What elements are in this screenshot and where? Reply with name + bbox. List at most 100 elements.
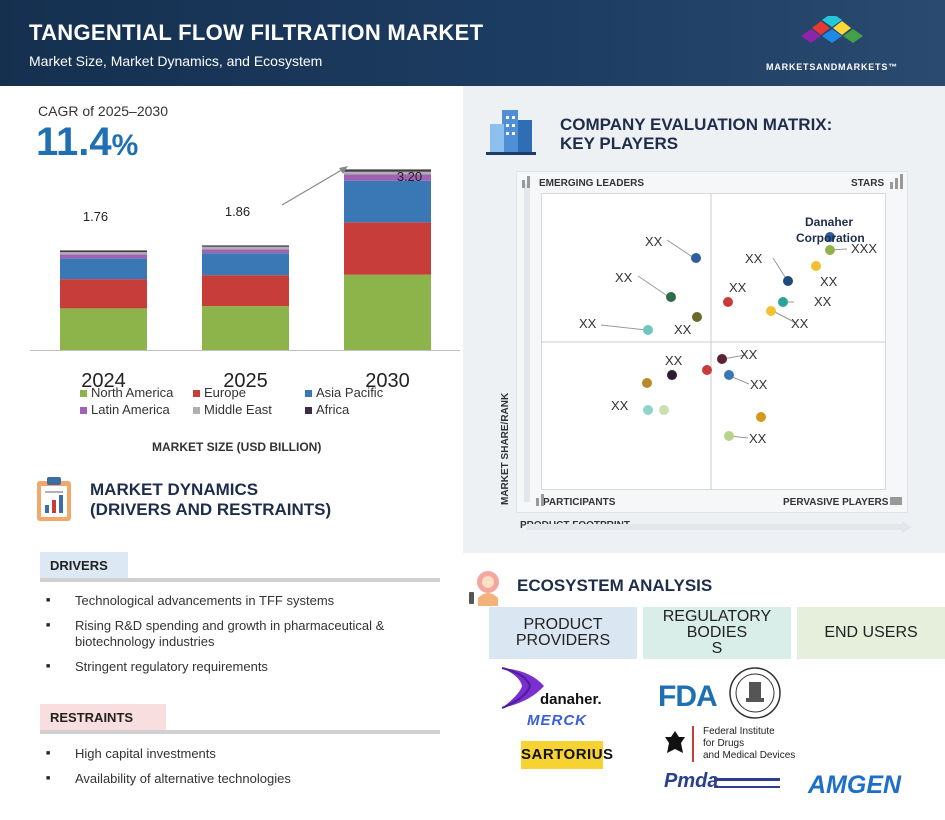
- drivers-divider: [40, 578, 440, 582]
- legend-item-north-america: North America: [80, 385, 173, 400]
- market-dynamics-title-line1: MARKET DYNAMICS: [90, 480, 259, 499]
- bar-segment: [60, 254, 147, 259]
- bar-segment: [344, 174, 431, 181]
- clipboard-chart-icon: [37, 477, 71, 521]
- bar-segment: [344, 171, 431, 175]
- german-eagle-icon: [665, 731, 685, 753]
- matrix-label: XX: [740, 347, 758, 362]
- matrix-label: XX: [750, 377, 768, 392]
- restraints-divider: [40, 730, 440, 734]
- matrix-title-line2: KEY PLAYERS: [560, 134, 679, 153]
- india-emblem-logo: [728, 666, 782, 720]
- quadrant-label-pervasive-players: PERVASIVE PLAYERS: [783, 497, 889, 508]
- company-evaluation-matrix-title: COMPANY EVALUATION MATRIX: KEY PLAYERS: [560, 115, 832, 153]
- legend-label: Latin America: [91, 402, 170, 417]
- participants-icon: [536, 494, 544, 506]
- legend-item-latin-america: Latin America: [80, 402, 170, 417]
- matrix-overlay: XX XX XX XX XX XX XX XX XX XXX XX XX XX …: [522, 174, 912, 533]
- quadrant-label-stars: STARS: [851, 178, 885, 189]
- list-item: Rising R&D spending and growth in pharma…: [46, 618, 416, 650]
- legend-item-europe: Europe: [193, 385, 246, 400]
- sartorius-logo-text: SARTORIUS: [521, 746, 614, 763]
- buildings-icon: [486, 110, 536, 155]
- drivers-tag: DRIVERS: [40, 552, 128, 580]
- cagr-value: 11.4%: [36, 120, 138, 165]
- x-axis-arrowhead: [902, 521, 912, 533]
- legend-label: North America: [91, 385, 174, 400]
- brand-name: MARKETSANDMARKETS™: [766, 62, 898, 72]
- restraints-list: High capital investments Availability of…: [46, 746, 446, 796]
- amgen-logo: AMGEN: [808, 771, 902, 799]
- legend-item-middle-east: Middle East: [193, 402, 272, 417]
- matrix-label: XX: [579, 316, 597, 331]
- x-tick-label: 2024: [81, 370, 126, 390]
- ecosystem-column-end-users: END USERS: [797, 607, 945, 659]
- bar-segment: [60, 279, 147, 309]
- bar-segment: [344, 222, 431, 275]
- bfarm-divider: [692, 726, 694, 762]
- legend-label: Middle East: [204, 402, 272, 417]
- bar-segment: [60, 308, 147, 350]
- quadrant-label-emerging-leaders: EMERGING LEADERS: [539, 178, 645, 189]
- cagr-unit: %: [111, 129, 139, 162]
- cagr-number: 11.4: [36, 120, 112, 164]
- matrix-label: XX: [611, 398, 629, 413]
- bar-segment: [202, 249, 289, 254]
- page-subtitle: Market Size, Market Dynamics, and Ecosys…: [29, 53, 323, 69]
- market-dynamics-title-line2: (DRIVERS AND RESTRAINTS): [90, 500, 332, 519]
- eco-col3-label: END USERS: [824, 624, 918, 641]
- matrix-label: XX: [814, 294, 832, 309]
- matrix-company-labels: XX XX XX XX XX XX XX XX XX XXX XX XX XX …: [579, 215, 877, 446]
- brand-cubes-icon: [801, 13, 863, 43]
- ecosystem-analysis-title: ECOSYSTEM ANALYSIS: [517, 576, 713, 595]
- matrix-label: XX: [745, 251, 763, 266]
- eco-col2-line2: BODIES: [686, 624, 748, 641]
- x-tick-label: 2025: [223, 370, 268, 390]
- sartorius-logo: SARTORIUS: [521, 741, 614, 769]
- eco-col2-line1: REGULATORY: [662, 608, 772, 625]
- bar-segment: [202, 306, 289, 350]
- bar-segment: [344, 170, 431, 172]
- ecosystem-column-product-providers: PRODUCT PROVIDERS: [489, 607, 637, 659]
- brand-logo[interactable]: MARKETSANDMARKETS™: [757, 13, 907, 72]
- bfarm-line3: and Medical Devices: [703, 750, 796, 761]
- legend-swatch: [305, 407, 312, 415]
- restraints-tag: RESTRAINTS: [40, 704, 166, 732]
- emerging-leaders-icon: [522, 176, 530, 188]
- pmda-logo-text: Pmda: [664, 770, 719, 792]
- bar-segment: [202, 253, 289, 276]
- matrix-y-axis-label: MARKET SHARE/RANK: [500, 392, 511, 505]
- pmda-logo-bar-2: [714, 786, 780, 788]
- market-size-bar-chart: 1.76 2024 1.86 2025 3.20 2030: [30, 166, 460, 390]
- bfarm-line1: Federal Institute: [703, 726, 775, 737]
- emblem-seal-icon: [729, 667, 781, 719]
- list-item: Stringent regulatory requirements: [46, 659, 446, 675]
- legend-item-asia-pacific: Asia Pacific: [305, 385, 383, 400]
- matrix-featured-label-line1: Danaher: [805, 215, 853, 229]
- market-dynamics-title: MARKET DYNAMICS (DRIVERS AND RESTRAINTS): [90, 480, 331, 520]
- x-tick-label: 2030: [365, 370, 410, 390]
- legend-label: Europe: [204, 385, 246, 400]
- ecosystem-column-regulatory-bodies: REGULATORY BODIES S: [643, 607, 791, 659]
- legend-swatch: [305, 390, 312, 398]
- bfarm-logo-text: Federal Institute for Drugs and Medical …: [703, 726, 795, 762]
- matrix-label: XXX: [851, 241, 877, 256]
- danaher-logo-text: danaher.: [540, 691, 602, 708]
- bar-segment: [344, 180, 431, 223]
- legend-swatch: [193, 390, 200, 398]
- legend-swatch: [80, 407, 87, 415]
- legend-swatch: [80, 390, 87, 398]
- growth-arrow-line: [281, 167, 346, 206]
- matrix-label: XX: [749, 431, 767, 446]
- bar-total-label: 1.86: [225, 204, 250, 219]
- bar-total-label: 3.20: [397, 169, 422, 184]
- matrix-label: XX: [665, 353, 683, 368]
- chart-x-axis-label: MARKET SIZE (USD BILLION): [152, 440, 322, 454]
- bar-total-label: 1.76: [83, 209, 108, 224]
- quadrant-label-participants: PARTICIPANTS: [543, 497, 616, 508]
- matrix-label: XX: [820, 274, 838, 289]
- list-item: Technological advancements in TFF system…: [46, 593, 446, 609]
- matrix-label: XX: [615, 270, 633, 285]
- person-avatar-icon: [469, 571, 499, 606]
- list-item: Availability of alternative technologies: [46, 771, 446, 787]
